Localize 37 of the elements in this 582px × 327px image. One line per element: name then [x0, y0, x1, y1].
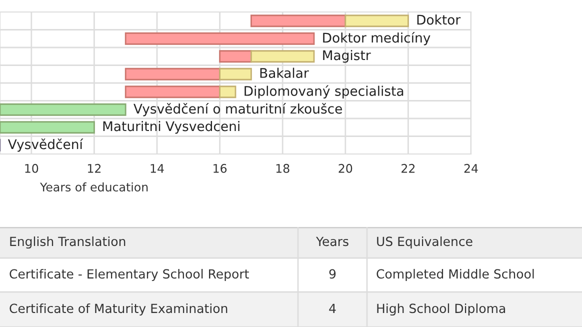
x-tick-label: 24 [464, 164, 478, 173]
x-axis-title: Years of education [40, 182, 148, 192]
y-tick-label: Vysvědčení [8, 138, 84, 152]
text: 9 [329, 269, 336, 279]
bar [344, 14, 409, 28]
x-tick-label: 20 [338, 164, 352, 173]
bar [219, 86, 236, 98]
x-tick-label: 12 [88, 164, 101, 173]
y-tick-label: Doktor [417, 14, 461, 25]
bar [0, 121, 95, 134]
bar [124, 86, 220, 98]
y-tick-label: Maturitni Vysvedceni [103, 120, 240, 134]
text: English Translation [10, 236, 126, 249]
bar [219, 68, 252, 80]
y-tick-label: Bakalar [260, 68, 309, 78]
x-tick-label: 10 [25, 164, 38, 173]
y-tick-label: Vysvědčení o maturitní zkoušce [134, 102, 342, 116]
text: 4 [329, 304, 336, 313]
x-tick-label: 22 [402, 164, 415, 173]
x-tick-label: 16 [214, 164, 227, 173]
text: High School Diploma [377, 303, 506, 316]
y-tick-label: Magistr [323, 50, 371, 63]
y-tick-label: Doktor medicíny [323, 32, 430, 46]
bar [124, 32, 315, 45]
bar [250, 14, 346, 28]
text: Certificate - Elementary School Report [10, 268, 249, 282]
y-tick-label: Diplomovaný specialista [244, 85, 404, 99]
bar [124, 68, 220, 80]
text: Certificate of Maturity Examination [10, 303, 228, 316]
bar [0, 103, 126, 116]
text: Years [316, 236, 348, 246]
text: Completed Middle School [376, 268, 534, 282]
bar [250, 50, 315, 63]
x-tick-label: 18 [276, 164, 290, 173]
x-tick-label: 14 [150, 164, 164, 173]
bar [219, 50, 252, 63]
text: US Equivalence [377, 236, 472, 249]
